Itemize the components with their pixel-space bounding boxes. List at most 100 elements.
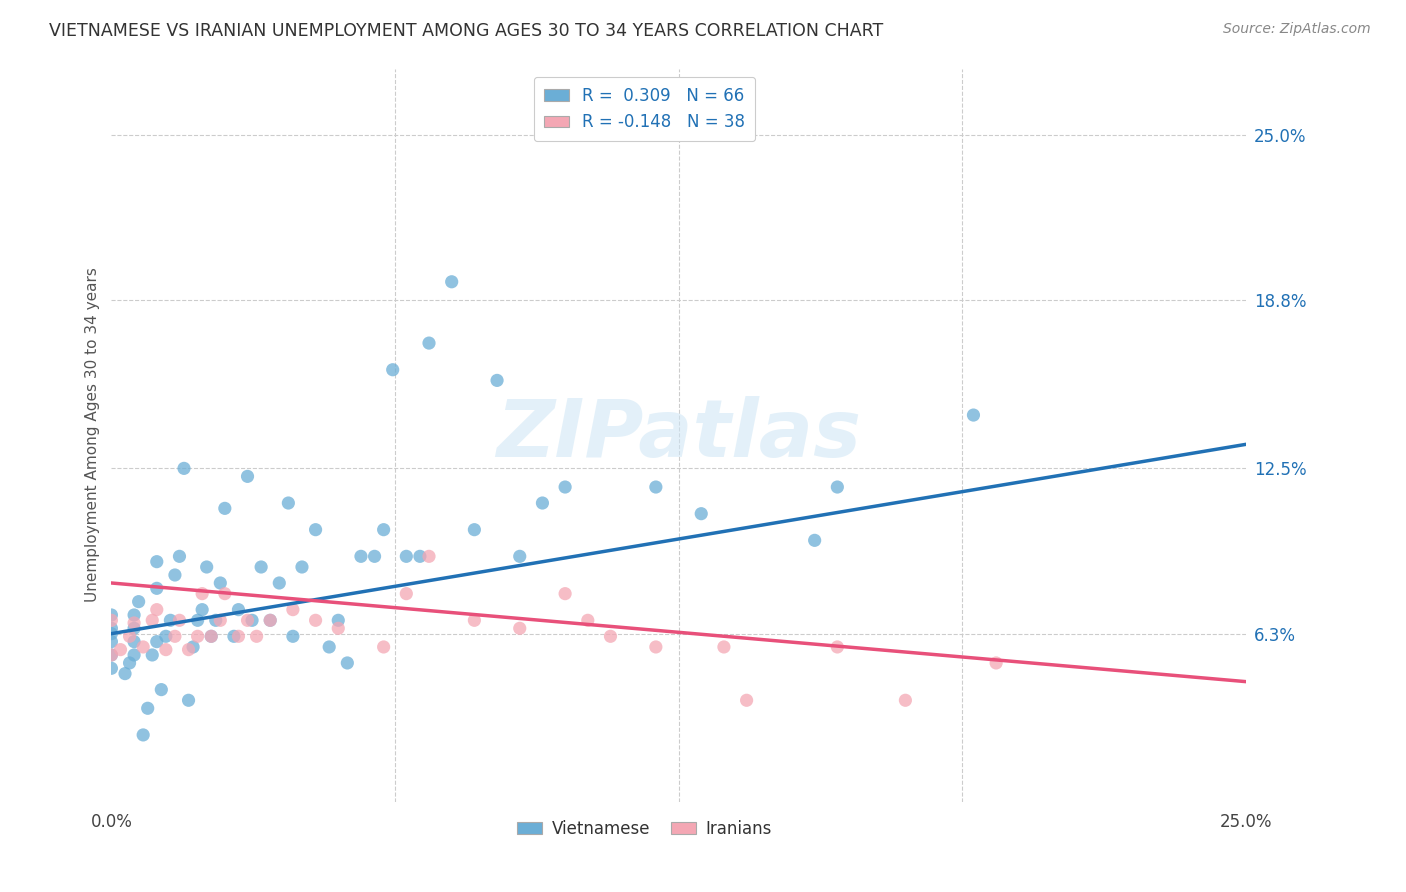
Point xyxy=(191,587,214,601)
Point xyxy=(100,626,122,640)
Point xyxy=(463,613,485,627)
Point xyxy=(146,602,169,616)
Text: ZIPatlas: ZIPatlas xyxy=(496,396,860,474)
Point xyxy=(100,613,122,627)
Point xyxy=(173,461,195,475)
Point xyxy=(250,560,273,574)
Point xyxy=(187,613,209,627)
Point xyxy=(236,469,259,483)
Point xyxy=(486,373,509,387)
Point xyxy=(440,275,463,289)
Point xyxy=(146,555,169,569)
Point xyxy=(240,613,263,627)
Point xyxy=(146,582,169,596)
Point xyxy=(100,607,122,622)
Point xyxy=(827,480,849,494)
Text: VIETNAMESE VS IRANIAN UNEMPLOYMENT AMONG AGES 30 TO 34 YEARS CORRELATION CHART: VIETNAMESE VS IRANIAN UNEMPLOYMENT AMONG… xyxy=(49,22,883,40)
Point xyxy=(110,642,132,657)
Point xyxy=(328,621,350,635)
Point xyxy=(554,480,576,494)
Point xyxy=(118,629,141,643)
Point xyxy=(177,693,200,707)
Point xyxy=(328,613,350,627)
Point xyxy=(200,629,222,643)
Point xyxy=(336,656,359,670)
Point xyxy=(644,640,666,654)
Point xyxy=(141,648,163,662)
Point xyxy=(350,549,373,564)
Point xyxy=(204,613,226,627)
Point xyxy=(150,682,173,697)
Point xyxy=(395,549,418,564)
Point xyxy=(363,549,385,564)
Point xyxy=(803,533,825,548)
Point xyxy=(395,587,418,601)
Point xyxy=(155,642,177,657)
Point xyxy=(827,640,849,654)
Point xyxy=(735,693,758,707)
Point xyxy=(155,629,177,643)
Point xyxy=(304,613,326,627)
Point xyxy=(136,701,159,715)
Point xyxy=(177,642,200,657)
Point xyxy=(114,666,136,681)
Point xyxy=(132,728,155,742)
Point xyxy=(713,640,735,654)
Point xyxy=(100,634,122,648)
Point xyxy=(246,629,269,643)
Point xyxy=(200,629,222,643)
Point xyxy=(463,523,485,537)
Point xyxy=(599,629,621,643)
Point xyxy=(418,336,440,351)
Point xyxy=(187,629,209,643)
Point xyxy=(373,523,395,537)
Point xyxy=(169,613,191,627)
Point xyxy=(163,629,186,643)
Point xyxy=(169,549,191,564)
Point xyxy=(141,613,163,627)
Point xyxy=(277,496,299,510)
Point xyxy=(100,621,122,635)
Point xyxy=(281,629,304,643)
Point xyxy=(236,613,259,627)
Point xyxy=(214,587,236,601)
Point xyxy=(191,602,214,616)
Point xyxy=(259,613,281,627)
Point xyxy=(269,576,291,591)
Point xyxy=(122,621,145,635)
Point xyxy=(962,408,984,422)
Point xyxy=(690,507,713,521)
Point xyxy=(181,640,204,654)
Point xyxy=(214,501,236,516)
Point xyxy=(576,613,599,627)
Point xyxy=(291,560,314,574)
Point xyxy=(509,621,531,635)
Point xyxy=(894,693,917,707)
Point xyxy=(209,576,232,591)
Point xyxy=(418,549,440,564)
Point xyxy=(146,634,169,648)
Y-axis label: Unemployment Among Ages 30 to 34 years: Unemployment Among Ages 30 to 34 years xyxy=(86,268,100,602)
Point xyxy=(509,549,531,564)
Point xyxy=(281,602,304,616)
Point xyxy=(228,629,250,643)
Point xyxy=(118,656,141,670)
Point xyxy=(195,560,218,574)
Point xyxy=(132,640,155,654)
Legend: Vietnamese, Iranians: Vietnamese, Iranians xyxy=(510,814,779,845)
Point xyxy=(128,594,150,608)
Point xyxy=(100,648,122,662)
Point xyxy=(409,549,432,564)
Point xyxy=(984,656,1007,670)
Point xyxy=(122,634,145,648)
Text: Source: ZipAtlas.com: Source: ZipAtlas.com xyxy=(1223,22,1371,37)
Point xyxy=(122,615,145,630)
Point xyxy=(159,613,181,627)
Point xyxy=(373,640,395,654)
Point xyxy=(222,629,245,643)
Point xyxy=(381,363,404,377)
Point xyxy=(228,602,250,616)
Point xyxy=(163,568,186,582)
Point xyxy=(122,648,145,662)
Point xyxy=(318,640,340,654)
